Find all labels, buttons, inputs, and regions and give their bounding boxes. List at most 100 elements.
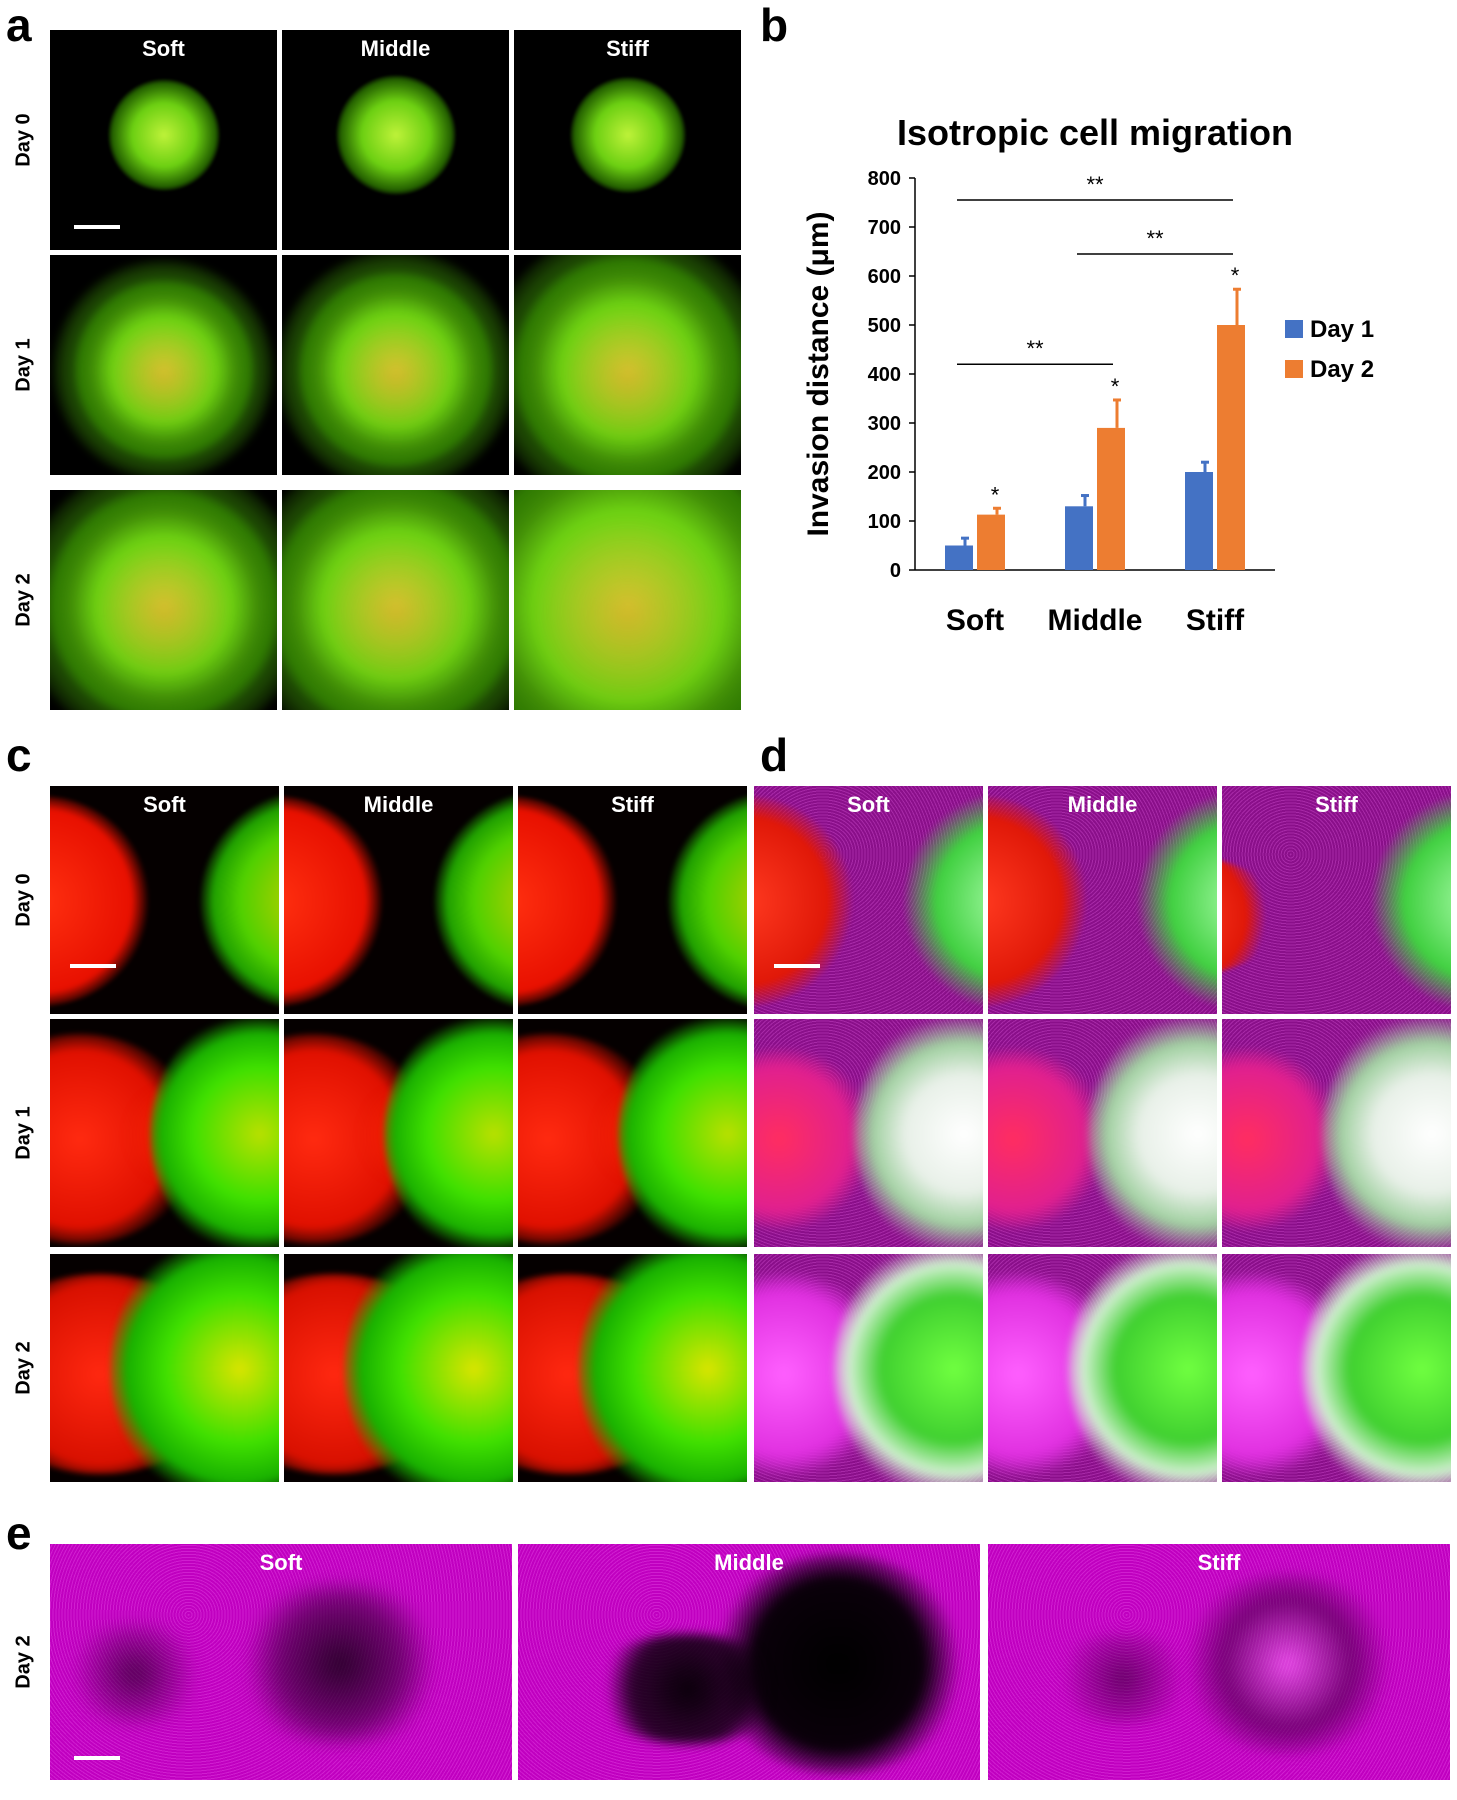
fluorescence-blob	[1302, 1254, 1451, 1482]
fluorescence-blob	[282, 255, 509, 475]
panel-e-column-label-0: Soft	[259, 1550, 303, 1575]
fluorescence-blob	[1048, 1634, 1198, 1724]
scale-bar	[74, 225, 120, 229]
panel-e-image-0-1: Middle	[518, 1544, 980, 1780]
fluorescence-blob	[91, 545, 236, 677]
panel-c-image-0-0: Soft	[50, 786, 279, 1014]
fluorescence-blob	[230, 1584, 450, 1744]
fluorescence-blob	[668, 791, 747, 1011]
bar-Day 2-Middle	[1097, 427, 1125, 570]
scale-bar	[70, 964, 116, 968]
y-tick-label: 500	[868, 315, 901, 337]
panel-c-row-label-2: Day 2	[12, 1341, 35, 1395]
fluorescence-blob	[514, 255, 741, 475]
panel-d-image-0-0: Soft	[754, 786, 983, 1014]
x-tick-label-Soft: Soft	[946, 604, 1004, 637]
panel-d-column-label-0: Soft	[847, 792, 890, 817]
bar-Day 1-Middle	[1065, 506, 1093, 570]
fluorescence-blob	[71, 278, 256, 462]
panel-d-image-0-2: Stiff	[1222, 786, 1451, 1014]
significance-asterisk: *	[991, 482, 1000, 507]
fluorescence-blob	[282, 490, 509, 710]
x-tick-label-Stiff: Stiff	[1186, 604, 1245, 637]
legend-label-Day 2: Day 2	[1310, 356, 1374, 383]
bar-Day 2-Soft	[977, 514, 1005, 570]
fluorescence-blob	[282, 490, 509, 710]
fluorescence-blob	[514, 490, 741, 710]
panel-a-row-label-1: Day 1	[12, 338, 35, 392]
panel-e-column-label-2: Stiff	[1197, 1550, 1241, 1575]
fluorescence-blob	[1068, 1254, 1217, 1482]
panel-e-row-label-0: Day 2	[12, 1635, 35, 1689]
panel-d-column-label-2: Stiff	[1315, 792, 1358, 817]
panel-letter-d: d	[760, 729, 789, 781]
panel-c-image-1-0	[50, 1019, 279, 1247]
panel-letter-b: b	[760, 0, 789, 51]
panel-d-image-1-1	[988, 1019, 1217, 1247]
panel-c-row-label-0: Day 0	[12, 873, 35, 927]
legend-label-Day 1: Day 1	[1310, 316, 1374, 343]
panel-d-image-0-1: Middle	[988, 786, 1217, 1014]
panel-d-column-label-1: Middle	[1067, 792, 1138, 817]
panel-a-column-label-2: Stiff	[606, 36, 649, 61]
fluorescence-blob	[60, 1624, 210, 1724]
y-tick-label: 0	[890, 560, 901, 582]
panel-a-image-0-1: Middle	[282, 30, 509, 250]
panel-e-image-0-2: Stiff	[988, 1544, 1450, 1780]
panel-a-column-label-1: Middle	[360, 36, 431, 61]
panel-d-image-1-2	[1222, 1019, 1451, 1247]
fluorescence-blob	[295, 270, 496, 470]
chart-title: Isotropic cell migration	[897, 112, 1293, 153]
fluorescence-blob	[284, 796, 384, 1006]
panel-d-image-2-0	[754, 1254, 983, 1482]
y-tick-label: 800	[868, 168, 901, 190]
y-tick-label: 700	[868, 217, 901, 239]
panel-c-image-1-1	[284, 1019, 513, 1247]
y-tick-label: 200	[868, 462, 901, 484]
panel-d-image-1-0	[754, 1019, 983, 1247]
fluorescence-blob	[618, 1019, 747, 1247]
significance-label: **	[1086, 172, 1104, 197]
bar-Day 1-Stiff	[1185, 472, 1213, 570]
panel-c-image-2-0	[50, 1254, 279, 1482]
fluorescence-blob	[110, 1254, 279, 1482]
panel-a-image-0-2: Stiff	[514, 30, 741, 250]
panel-d-image-2-2	[1222, 1254, 1451, 1482]
fluorescence-blob	[335, 320, 456, 430]
panel-c-image-1-2	[518, 1019, 747, 1247]
fluorescence-blob	[50, 490, 277, 710]
fluorescence-blob	[317, 540, 474, 683]
fluorescence-blob	[518, 796, 618, 1006]
panel-c-column-label-1: Middle	[363, 792, 434, 817]
panel-a-row-label-0: Day 0	[12, 113, 35, 167]
fluorescence-blob	[1178, 1574, 1398, 1754]
panel-e-image-0-0: Soft	[50, 1544, 512, 1780]
fluorescence-blob	[578, 1254, 747, 1482]
fluorescence-blob	[384, 1019, 513, 1247]
panel-c-image-0-2: Stiff	[518, 786, 747, 1014]
fluorescence-blob	[53, 259, 274, 475]
legend-swatch-Day 2	[1285, 360, 1303, 378]
fluorescence-blob	[107, 79, 220, 191]
panel-a-image-2-2	[514, 490, 741, 710]
fluorescence-blob	[556, 311, 699, 441]
fluorescence-blob	[569, 77, 686, 193]
panel-a-image-2-1	[282, 490, 509, 710]
y-axis-label: Invasion distance (μm)	[802, 211, 835, 536]
panel-d-image-2-1	[988, 1254, 1217, 1482]
y-tick-label: 300	[868, 413, 901, 435]
bar-Day 2-Stiff	[1217, 325, 1245, 570]
panel-c-row-label-1: Day 1	[12, 1106, 35, 1160]
panel-a-image-0-0: Soft	[50, 30, 277, 250]
fluorescence-blob	[434, 791, 513, 1011]
panel-letter-a: a	[6, 0, 32, 51]
fluorescence-blob	[344, 1254, 513, 1482]
fluorescence-blob	[514, 255, 741, 475]
panel-a-column-label-0: Soft	[142, 36, 185, 61]
fluorescence-blob	[50, 490, 277, 710]
panel-a-image-2-0	[50, 490, 277, 710]
fluorescence-blob	[200, 791, 279, 1011]
significance-asterisk: *	[1231, 263, 1240, 288]
panel-c-image-0-1: Middle	[284, 786, 513, 1014]
panel-c-column-label-2: Stiff	[611, 792, 654, 817]
